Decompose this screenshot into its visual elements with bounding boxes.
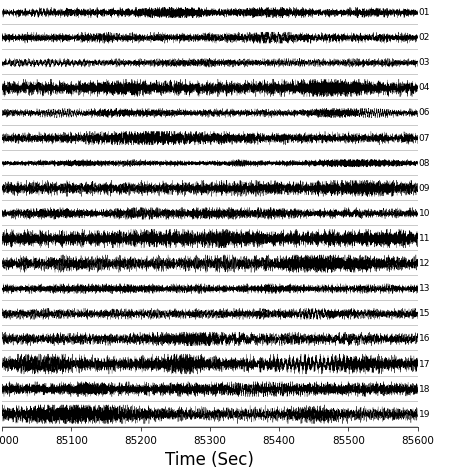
Text: 18: 18 (419, 385, 430, 393)
Text: 13: 13 (419, 284, 430, 293)
Text: 09: 09 (419, 184, 430, 193)
Text: 10: 10 (419, 209, 430, 218)
Text: 02: 02 (419, 33, 430, 42)
Text: 11: 11 (419, 234, 430, 243)
Text: 06: 06 (419, 108, 430, 117)
Text: 03: 03 (419, 58, 430, 67)
Text: 16: 16 (419, 334, 430, 343)
Text: 01: 01 (419, 8, 430, 17)
Text: 19: 19 (419, 410, 430, 419)
Text: 17: 17 (419, 360, 430, 369)
Text: 12: 12 (419, 259, 430, 268)
Text: 08: 08 (419, 159, 430, 168)
Text: 04: 04 (419, 83, 430, 92)
Text: 15: 15 (419, 310, 430, 318)
X-axis label: Time (Sec): Time (Sec) (166, 451, 254, 469)
Text: 07: 07 (419, 134, 430, 143)
